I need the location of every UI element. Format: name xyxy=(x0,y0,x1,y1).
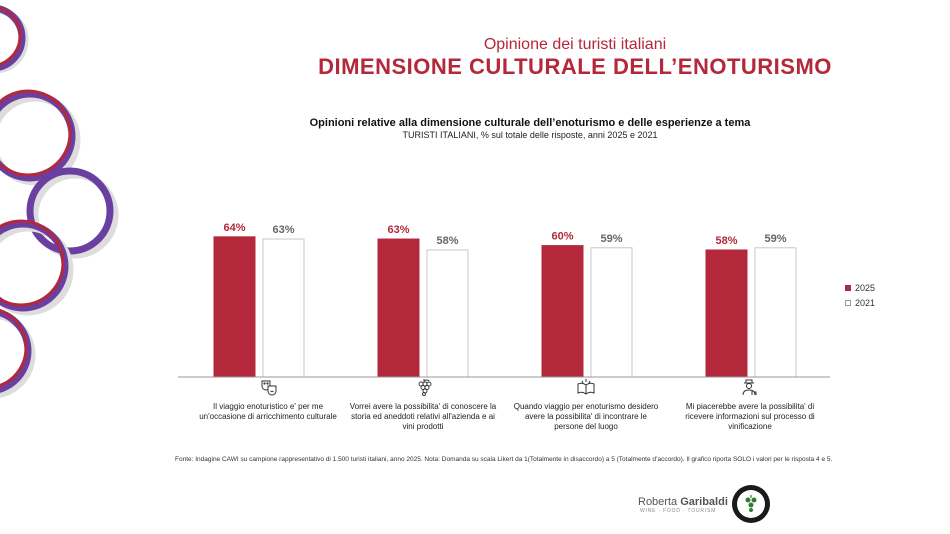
data-label-2025-2: 63% xyxy=(387,224,409,236)
legend-swatch-2025 xyxy=(845,284,851,291)
legend-label-2025: 2025 xyxy=(855,282,876,293)
data-label-2021-2: 58% xyxy=(436,235,458,247)
data-label-2025-4: 58% xyxy=(715,235,737,247)
source-footnote: Fonte: Indagine CAWI su campione rappres… xyxy=(175,456,833,463)
category-label-2: Vorrei avere la possibilita' di conoscer… xyxy=(349,402,497,431)
association-seal-logo xyxy=(732,485,770,523)
bar-2021-3 xyxy=(590,247,633,378)
data-label-2025-3: 60% xyxy=(551,231,573,243)
page-title: DIMENSIONE CULTURALE DELL’ENOTURISMO xyxy=(318,54,832,79)
bar-2025-2 xyxy=(377,238,420,378)
category-label-1: Il viaggio enoturistico e' per me un'occ… xyxy=(199,402,337,421)
category-label-4: Mi piacerebbe avere la possibilita' di r… xyxy=(685,402,815,431)
category-label-3: Quando viaggio per enoturismo desidero a… xyxy=(513,402,659,431)
winemaker-icon xyxy=(742,379,757,396)
legend-label-2021: 2021 xyxy=(855,297,876,308)
brand-name: Roberta Garibaldi xyxy=(638,496,728,508)
chart-subtitle: TURISTI ITALIANI, % sul totale delle ris… xyxy=(402,130,658,140)
brand-first-name: Roberta xyxy=(638,496,678,508)
bar-2021-4 xyxy=(754,247,797,378)
bar-2025-4 xyxy=(705,249,748,378)
data-label-2021-1: 63% xyxy=(272,224,294,236)
decorative-grape-circles xyxy=(0,5,119,398)
bar-chart: 64% 63% 63% 58% 60% 59% 58% 59% xyxy=(178,222,830,378)
data-label-2025-1: 64% xyxy=(223,222,245,234)
page-supertitle: Opinione dei turisti italiani xyxy=(483,36,667,53)
legend-item-2021: 2021 xyxy=(845,295,875,310)
legend-item-2025: 2025 xyxy=(845,280,875,295)
open-book-icon xyxy=(577,379,595,395)
grapes-icon xyxy=(418,379,432,396)
legend: 2025 2021 xyxy=(845,280,875,310)
chart-title: Opinioni relative alla dimensione cultur… xyxy=(309,117,751,129)
bar-2025-1 xyxy=(213,236,256,378)
data-label-2021-3: 59% xyxy=(600,233,622,245)
brand-tagline: WINE · FOOD · TOURISM xyxy=(640,508,717,514)
bar-2021-1 xyxy=(262,238,305,378)
bar-2021-2 xyxy=(426,249,469,378)
theater-masks-icon xyxy=(261,380,277,396)
data-label-2021-4: 59% xyxy=(764,233,786,245)
bar-2025-3 xyxy=(541,245,584,378)
brand-last-name: Garibaldi xyxy=(680,496,728,508)
legend-swatch-2021 xyxy=(845,299,851,306)
